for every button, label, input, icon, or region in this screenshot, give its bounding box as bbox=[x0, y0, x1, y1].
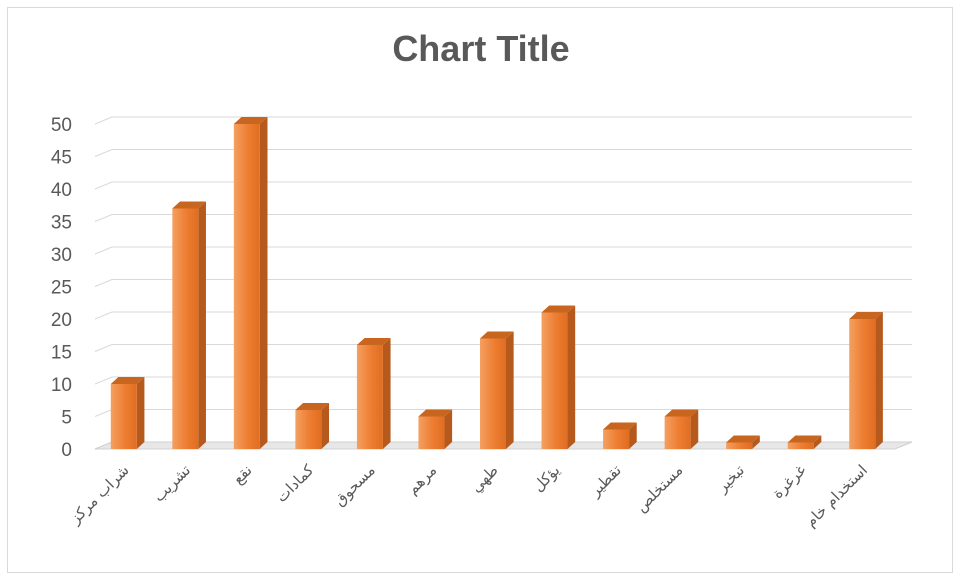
y-tick-label: 50 bbox=[51, 115, 72, 136]
gridline bbox=[94, 344, 912, 352]
gridlines bbox=[94, 116, 912, 450]
y-tick-label: 45 bbox=[51, 148, 72, 169]
bar-front bbox=[172, 208, 199, 449]
bar bbox=[295, 403, 330, 449]
bar-front bbox=[664, 416, 691, 449]
bar bbox=[541, 305, 576, 449]
x-category-label: نقع bbox=[229, 461, 256, 488]
y-tick-label: 20 bbox=[51, 310, 72, 331]
y-tick-label: 10 bbox=[51, 375, 72, 396]
x-category-label: تقطير bbox=[585, 461, 625, 501]
bar-side bbox=[444, 409, 453, 449]
y-tick-label: 30 bbox=[51, 245, 72, 266]
bar-side bbox=[690, 409, 699, 449]
bar bbox=[233, 117, 268, 449]
x-category-label: مرهم bbox=[403, 461, 440, 498]
bar-side bbox=[198, 201, 206, 449]
bar-side bbox=[813, 435, 822, 449]
bar-top bbox=[172, 201, 206, 209]
y-tick-label: 25 bbox=[51, 278, 72, 299]
bar-front bbox=[603, 429, 630, 449]
bar-top bbox=[849, 312, 883, 319]
gridline bbox=[94, 376, 912, 385]
bar-side bbox=[629, 422, 637, 449]
bar-front bbox=[480, 338, 506, 449]
x-category-label: مسحوق bbox=[330, 461, 378, 509]
bar bbox=[418, 409, 453, 449]
gridline bbox=[94, 246, 912, 255]
gridline bbox=[94, 116, 912, 125]
y-tick-label: 15 bbox=[51, 343, 72, 364]
x-category-label: تبخير bbox=[712, 461, 747, 496]
bar-side bbox=[382, 338, 391, 449]
bar-front bbox=[787, 442, 814, 449]
bar-front bbox=[295, 410, 322, 449]
bar-top bbox=[726, 435, 760, 443]
x-category-label: شراب مركز bbox=[66, 461, 133, 528]
bar-front bbox=[233, 124, 260, 449]
bar bbox=[787, 435, 822, 449]
bar-top bbox=[480, 331, 514, 339]
x-category-label: يؤكل bbox=[529, 461, 563, 495]
bar-side bbox=[321, 403, 330, 449]
chart-title: Chart Title bbox=[392, 28, 570, 69]
bar-side bbox=[752, 435, 760, 449]
x-category-label: تشريب bbox=[150, 461, 194, 505]
bar-top bbox=[295, 403, 330, 410]
bar-top bbox=[541, 305, 576, 313]
bar-front bbox=[726, 442, 753, 449]
bar-top bbox=[664, 409, 699, 417]
x-category-label: طهي bbox=[467, 461, 503, 497]
bar bbox=[110, 377, 145, 449]
bar-front bbox=[849, 319, 876, 449]
x-category-label: مستخلص bbox=[632, 461, 686, 515]
bar-top bbox=[603, 422, 637, 430]
x-axis-categories: شراب مركز تشريب نقع كمادات مسحوق مرهم طهي يؤكل ت… bbox=[66, 460, 871, 530]
gridline bbox=[94, 311, 912, 320]
bar bbox=[849, 312, 883, 449]
bar-side bbox=[506, 331, 514, 449]
bar bbox=[480, 331, 514, 449]
bar-top bbox=[110, 377, 145, 384]
bar-top bbox=[418, 409, 453, 417]
bar-side bbox=[259, 117, 268, 449]
bar-front bbox=[541, 312, 568, 449]
y-tick-label: 35 bbox=[51, 213, 72, 234]
bar bbox=[172, 201, 206, 449]
bar bbox=[664, 409, 699, 449]
chart-frame bbox=[7, 7, 953, 573]
gridline bbox=[94, 214, 912, 222]
bars bbox=[110, 117, 883, 449]
bar-side bbox=[875, 312, 883, 449]
bar bbox=[356, 338, 391, 449]
bar bbox=[726, 435, 760, 449]
bar-top bbox=[233, 117, 268, 124]
bar bbox=[603, 422, 637, 449]
x-category-label: استخدام خام bbox=[802, 461, 871, 530]
bar-front bbox=[418, 416, 445, 449]
bar-front bbox=[356, 345, 383, 449]
x-category-label: كمادات bbox=[272, 460, 317, 505]
gridline bbox=[94, 149, 912, 157]
bar-side bbox=[567, 305, 576, 449]
x-category-label: غرغرة bbox=[768, 461, 809, 502]
gridline bbox=[94, 279, 912, 287]
y-tick-label: 40 bbox=[51, 180, 72, 201]
y-tick-label: 5 bbox=[61, 408, 72, 429]
bar-top bbox=[356, 338, 391, 345]
y-tick-label: 0 bbox=[61, 440, 72, 461]
bar-top bbox=[787, 435, 822, 443]
y-axis-ticks: 0 5 10 15 20 25 30 35 40 45 50 bbox=[51, 115, 72, 461]
bar-front bbox=[110, 384, 137, 449]
bar-side bbox=[136, 377, 145, 449]
gridline bbox=[94, 181, 912, 190]
